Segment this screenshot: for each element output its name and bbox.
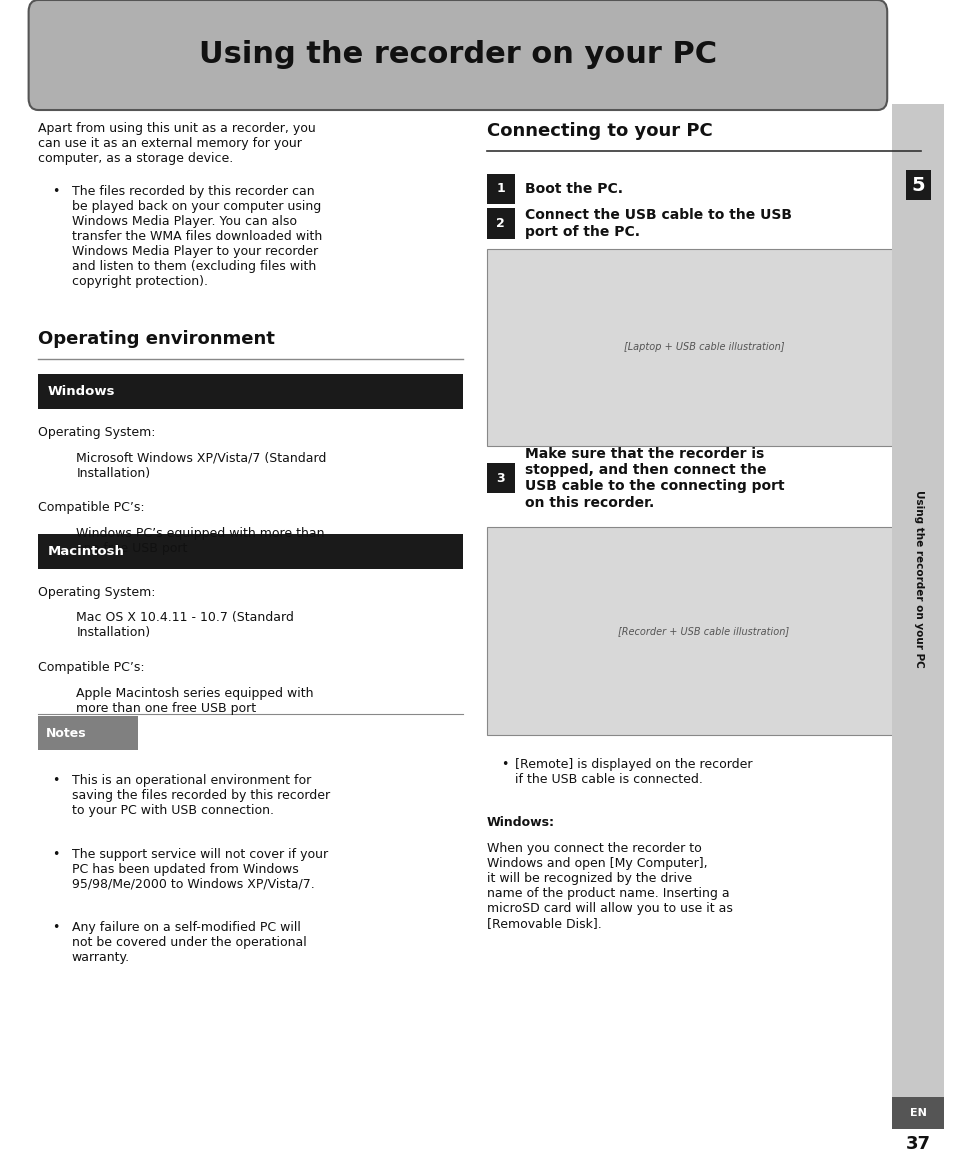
Text: [Recorder + USB cable illustration]: [Recorder + USB cable illustration]	[618, 626, 789, 636]
Text: 5: 5	[911, 176, 924, 195]
Text: Compatible PC’s:: Compatible PC’s:	[38, 501, 145, 514]
FancyBboxPatch shape	[38, 374, 462, 409]
Text: Operating System:: Operating System:	[38, 426, 155, 439]
Text: The support service will not cover if your
PC has been updated from Windows
95/9: The support service will not cover if yo…	[71, 848, 327, 891]
Text: Windows: Windows	[48, 384, 115, 398]
Text: •: •	[52, 848, 60, 860]
Text: Windows:: Windows:	[486, 816, 554, 829]
Text: 1: 1	[496, 182, 505, 196]
FancyBboxPatch shape	[38, 534, 462, 569]
FancyBboxPatch shape	[38, 716, 138, 750]
Text: Any failure on a self-modified PC will
not be covered under the operational
warr: Any failure on a self-modified PC will n…	[71, 921, 306, 963]
Text: Connect the USB cable to the USB
port of the PC.: Connect the USB cable to the USB port of…	[524, 208, 791, 239]
Text: [Remote] is displayed on the recorder
if the USB cable is connected.: [Remote] is displayed on the recorder if…	[515, 758, 752, 786]
Text: Notes: Notes	[46, 726, 87, 740]
Text: Operating System:: Operating System:	[38, 586, 155, 599]
Text: 3: 3	[496, 471, 505, 485]
Text: EN: EN	[909, 1108, 926, 1117]
Text: Macintosh: Macintosh	[48, 544, 125, 558]
Text: Make sure that the recorder is
stopped, and then connect the
USB cable to the co: Make sure that the recorder is stopped, …	[524, 447, 783, 510]
FancyBboxPatch shape	[891, 104, 943, 1112]
FancyBboxPatch shape	[891, 1097, 943, 1129]
Text: Windows PC’s equipped with more than
one free USB port: Windows PC’s equipped with more than one…	[76, 527, 324, 555]
Text: •: •	[52, 185, 60, 198]
Text: Using the recorder on your PC: Using the recorder on your PC	[198, 39, 717, 69]
Text: This is an operational environment for
saving the files recorded by this recorde: This is an operational environment for s…	[71, 774, 330, 816]
Text: Compatible PC’s:: Compatible PC’s:	[38, 661, 145, 674]
Text: •: •	[52, 774, 60, 786]
Text: Boot the PC.: Boot the PC.	[524, 182, 622, 196]
Text: [Laptop + USB cable illustration]: [Laptop + USB cable illustration]	[623, 343, 783, 352]
Text: •: •	[52, 921, 60, 933]
Text: Using the recorder on your PC: Using the recorder on your PC	[913, 490, 923, 668]
FancyBboxPatch shape	[486, 463, 515, 493]
FancyBboxPatch shape	[486, 249, 920, 446]
Text: •: •	[500, 758, 508, 771]
Text: 37: 37	[905, 1135, 930, 1153]
FancyBboxPatch shape	[486, 174, 515, 204]
Text: The files recorded by this recorder can
be played back on your computer using
Wi: The files recorded by this recorder can …	[71, 185, 321, 288]
Text: Connecting to your PC: Connecting to your PC	[486, 122, 712, 140]
FancyBboxPatch shape	[486, 527, 920, 735]
Text: Microsoft Windows XP/Vista/7 (Standard
Installation): Microsoft Windows XP/Vista/7 (Standard I…	[76, 452, 326, 479]
FancyBboxPatch shape	[29, 0, 886, 110]
Text: Apart from using this unit as a recorder, you
can use it as an external memory f: Apart from using this unit as a recorder…	[38, 122, 315, 164]
Text: Mac OS X 10.4.11 - 10.7 (Standard
Installation): Mac OS X 10.4.11 - 10.7 (Standard Instal…	[76, 611, 294, 639]
Text: Apple Macintosh series equipped with
more than one free USB port: Apple Macintosh series equipped with mor…	[76, 687, 314, 714]
Text: When you connect the recorder to
Windows and open [My Computer],
it will be reco: When you connect the recorder to Windows…	[486, 842, 732, 930]
Text: Operating environment: Operating environment	[38, 330, 274, 349]
FancyBboxPatch shape	[486, 208, 515, 239]
Text: 2: 2	[496, 217, 505, 230]
